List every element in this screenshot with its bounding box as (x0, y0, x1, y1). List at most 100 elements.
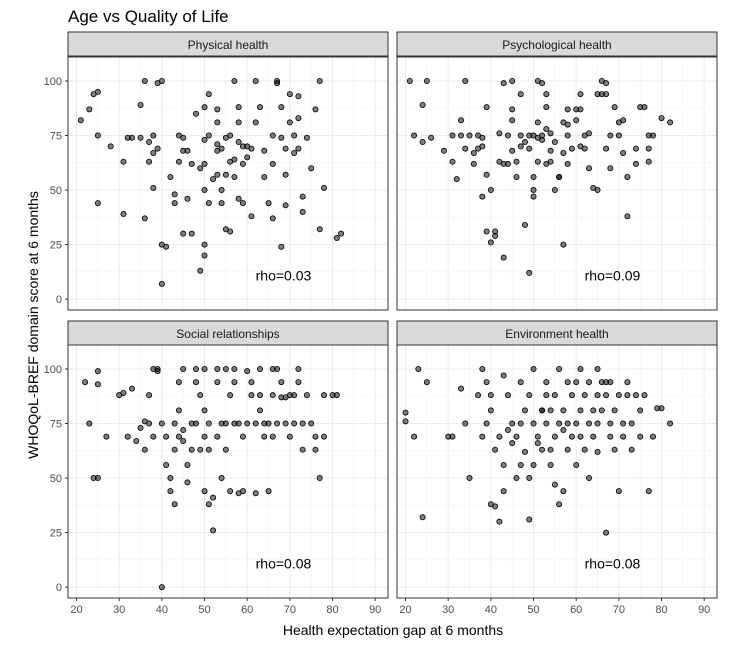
data-point (560, 488, 567, 495)
data-point (201, 104, 208, 111)
data-point (564, 121, 571, 128)
data-point (299, 193, 306, 200)
data-point (483, 228, 490, 235)
data-point (462, 420, 469, 427)
data-point (180, 230, 187, 237)
data-point (252, 119, 259, 126)
data-point (466, 132, 473, 139)
data-point (269, 132, 276, 139)
panel-background (397, 57, 717, 310)
data-point (504, 132, 511, 139)
data-point (214, 106, 221, 113)
x-tick-label: 60 (241, 604, 253, 616)
panel-strip (67, 320, 389, 346)
data-point (218, 475, 225, 482)
x-tick-label: 30 (113, 604, 125, 616)
data-point (590, 407, 597, 414)
data-point (291, 392, 298, 399)
data-point (252, 490, 259, 497)
data-point (265, 200, 272, 207)
data-point (282, 171, 289, 178)
data-point (274, 80, 281, 87)
y-tick-label: 75 (50, 131, 62, 143)
data-point (210, 176, 217, 183)
data-point (594, 420, 601, 427)
data-point (201, 433, 208, 440)
data-point (509, 147, 516, 154)
data-point (171, 446, 178, 453)
data-point (513, 173, 520, 180)
x-tick-label: 70 (284, 604, 296, 616)
data-point (278, 104, 285, 111)
data-point (479, 134, 486, 141)
data-point (573, 379, 580, 386)
data-point (333, 392, 340, 399)
data-point (133, 437, 140, 444)
x-tick-label: 50 (527, 604, 539, 616)
data-point (299, 208, 306, 215)
data-point (218, 187, 225, 194)
data-point (261, 147, 268, 154)
data-point (637, 433, 644, 440)
data-point (214, 171, 221, 178)
data-point (411, 132, 418, 139)
data-point (475, 392, 482, 399)
data-point (188, 230, 195, 237)
data-point (286, 119, 293, 126)
panel-strip-label: Physical health (188, 38, 269, 52)
data-point (526, 475, 533, 482)
data-point (227, 132, 234, 139)
data-point (120, 211, 127, 218)
data-point (227, 392, 234, 399)
data-point (509, 77, 516, 84)
rho-annotation: rho=0.08 (585, 556, 641, 572)
data-point (556, 501, 563, 508)
data-point (449, 433, 456, 440)
data-point (594, 448, 601, 455)
data-point (509, 420, 516, 427)
data-point (560, 149, 567, 156)
data-point (333, 235, 340, 242)
data-point (603, 80, 610, 87)
data-point (167, 173, 174, 180)
data-point (269, 433, 276, 440)
data-point (201, 252, 208, 259)
data-point (590, 433, 597, 440)
data-point (624, 392, 631, 399)
data-point (210, 527, 217, 534)
data-point (231, 173, 238, 180)
data-point (603, 91, 610, 98)
data-point (82, 379, 89, 386)
panel-border (396, 344, 718, 599)
data-point (316, 77, 323, 84)
data-point (526, 392, 533, 399)
x-tick-label: 90 (369, 604, 381, 616)
data-point (239, 488, 246, 495)
x-tick-label: 80 (655, 604, 667, 616)
data-point (483, 104, 490, 111)
y-tick-label: 75 (50, 419, 62, 431)
data-point (611, 407, 618, 414)
data-point (509, 440, 516, 447)
data-point (641, 392, 648, 399)
data-point (184, 479, 191, 486)
data-point (239, 433, 246, 440)
data-point (128, 134, 135, 141)
data-point (158, 77, 165, 84)
data-point (261, 433, 268, 440)
data-point (188, 446, 195, 453)
data-point (543, 104, 550, 111)
data-point (641, 104, 648, 111)
data-point (248, 145, 255, 152)
chart-title: Age vs Quality of Life (68, 7, 229, 26)
data-point (205, 501, 212, 508)
data-point (137, 101, 144, 108)
data-point (299, 420, 306, 427)
data-point (586, 165, 593, 172)
x-tick-label: 60 (570, 604, 582, 616)
y-tick-label: 100 (44, 364, 62, 376)
y-tick-label: 25 (50, 528, 62, 540)
data-point (517, 461, 524, 468)
data-point (261, 173, 268, 180)
data-point (282, 202, 289, 209)
